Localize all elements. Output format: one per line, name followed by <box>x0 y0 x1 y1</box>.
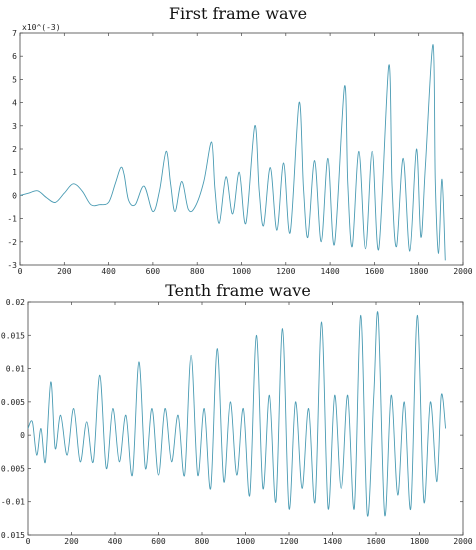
top-x-tick-label: 400 <box>101 267 116 276</box>
bottom-x-tick-label: 2000 <box>453 537 472 546</box>
top-x-tick-label: 1800 <box>409 267 428 276</box>
bottom-plot-frame <box>27 301 464 536</box>
top-x-tick-label: 2000 <box>453 267 472 276</box>
bottom-y-tick-label: -0.01 <box>1 498 25 507</box>
bottom-x-tick-label: 1600 <box>366 537 385 546</box>
bottom-y-tick-label: -0.005 <box>0 464 25 473</box>
top-y-tick-label: 4 <box>12 99 17 108</box>
top-y-tick-label: 0 <box>12 191 17 200</box>
bottom-chart-title: Tenth frame wave <box>165 281 311 300</box>
bottom-x-tick-label: 200 <box>64 537 79 546</box>
top-x-tick-label: 600 <box>146 267 161 276</box>
top-chart-title: First frame wave <box>168 4 308 23</box>
top-y-tick-label: 1 <box>12 168 17 177</box>
top-y-tick-label: 7 <box>12 29 17 38</box>
bottom-x-tick-label: 1200 <box>279 537 298 546</box>
bottom-x-tick-label: 0 <box>26 537 31 546</box>
bottom-series-line <box>27 311 447 517</box>
bottom-x-tick-label: 400 <box>108 537 123 546</box>
bottom-y-tick-label: 0.01 <box>6 365 25 374</box>
top-y-tick-label: 2 <box>12 145 17 154</box>
top-y-tick-label: 5 <box>12 75 17 84</box>
bottom-x-tick-label: 1800 <box>410 537 429 546</box>
top-y-tick-label: -3 <box>7 261 17 270</box>
top-x-tick-label: 1200 <box>276 267 295 276</box>
bottom-y-tick-label: 0.015 <box>1 331 25 340</box>
top-y-exponent-label: x10^(-3) <box>22 23 61 32</box>
top-y-tick-label: 6 <box>12 52 17 61</box>
bottom-x-tick-label: 800 <box>195 537 210 546</box>
top-series-line <box>19 44 446 261</box>
bottom-x-tick-label: 1400 <box>323 537 342 546</box>
top-y-tick-label: 3 <box>12 122 17 131</box>
top-x-tick-label: 200 <box>57 267 72 276</box>
bottom-x-tick-label: 600 <box>151 537 166 546</box>
top-x-tick-label: 1400 <box>320 267 339 276</box>
top-x-tick-label: 1600 <box>365 267 384 276</box>
bottom-x-tick-label: 1000 <box>236 537 255 546</box>
top-x-tick-label: 800 <box>190 267 205 276</box>
top-plot-frame <box>19 32 464 266</box>
bottom-y-tick-label: -0.015 <box>0 531 25 540</box>
bottom-y-tick-label: 0.02 <box>6 298 25 307</box>
top-y-tick-label: -2 <box>7 238 17 247</box>
top-y-tick-label: -1 <box>7 215 17 224</box>
bottom-y-tick-label: 0.005 <box>1 398 25 407</box>
top-x-tick-label: 0 <box>18 267 23 276</box>
bottom-y-tick-label: 0 <box>20 431 25 440</box>
top-x-tick-label: 1000 <box>232 267 251 276</box>
